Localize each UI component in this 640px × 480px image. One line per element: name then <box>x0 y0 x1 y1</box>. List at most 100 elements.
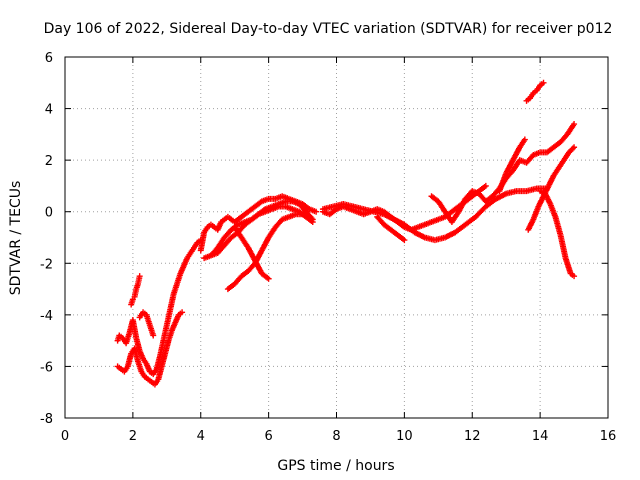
data-point-marker <box>402 222 417 235</box>
data-point-marker <box>133 282 141 291</box>
data-point-marker <box>250 212 261 222</box>
scatter-series <box>197 193 320 254</box>
data-point-marker <box>456 197 468 214</box>
data-point-marker <box>185 251 193 260</box>
data-point-marker <box>164 308 173 327</box>
data-point-marker <box>232 274 244 286</box>
data-point-marker <box>308 206 318 215</box>
scatter-series <box>114 309 186 388</box>
data-point-marker <box>494 191 508 202</box>
x-axis-ticks: 0 2 4 6 8 10 12 14 16 <box>61 57 616 444</box>
data-point-marker <box>246 204 257 214</box>
data-point-marker <box>188 246 196 255</box>
data-point-marker <box>538 188 547 196</box>
data-point-marker <box>561 150 571 162</box>
data-point-marker <box>382 222 393 232</box>
data-point-marker <box>167 292 177 311</box>
data-point-marker <box>482 182 489 189</box>
data-point-marker <box>503 158 516 175</box>
data-point-marker <box>284 198 294 205</box>
data-point-marker <box>192 241 200 250</box>
data-point-marker <box>280 193 291 202</box>
data-point-marker <box>294 211 304 218</box>
data-point-marker <box>348 206 359 215</box>
x-tick-label: 12 <box>464 429 481 444</box>
data-point-marker <box>423 219 433 227</box>
data-point-marker <box>277 199 287 207</box>
data-point-marker <box>436 199 448 214</box>
data-point-marker <box>328 207 339 217</box>
data-point-marker <box>236 219 247 227</box>
data-point-marker <box>484 194 495 204</box>
data-point-marker <box>135 275 143 285</box>
data-point-marker <box>209 246 220 258</box>
data-point-marker <box>239 269 250 279</box>
data-point-marker <box>130 318 139 340</box>
data-point-marker <box>528 91 536 100</box>
data-point-marker <box>215 243 227 255</box>
scatter-series <box>136 309 157 339</box>
x-tick-label: 16 <box>600 429 617 444</box>
data-point-marker <box>389 227 400 237</box>
data-point-marker <box>202 253 213 261</box>
data-point-marker <box>246 261 257 273</box>
data-point-marker <box>532 150 542 158</box>
data-point-marker <box>484 196 498 209</box>
y-tick-label: -8 <box>40 412 53 427</box>
data-point-marker <box>202 225 210 234</box>
data-point-marker <box>198 230 207 252</box>
data-point-marker <box>128 298 136 306</box>
data-point-marker <box>226 281 237 292</box>
x-tick-label: 6 <box>264 429 272 444</box>
scatter-series <box>231 224 272 282</box>
data-point-marker <box>401 237 408 244</box>
data-point-marker <box>355 209 365 217</box>
data-point-marker <box>518 157 528 166</box>
data-point-marker <box>450 204 461 214</box>
data-point-marker <box>558 132 570 144</box>
data-point-marker <box>321 209 332 217</box>
data-point-marker <box>137 310 145 319</box>
data-point-marker <box>313 208 320 215</box>
data-point-marker <box>510 145 523 162</box>
data-point-marker <box>141 357 149 366</box>
data-point-marker <box>375 215 386 227</box>
data-point-marker <box>395 232 407 243</box>
data-point-marker <box>567 145 576 155</box>
data-point-marker <box>246 246 258 263</box>
data-point-marker <box>429 194 440 204</box>
data-point-marker <box>565 122 577 136</box>
chart-title: Day 106 of 2022, Sidereal Day-to-day VTE… <box>44 21 613 37</box>
data-point-marker <box>362 209 372 217</box>
scatter-series <box>537 188 578 280</box>
data-point-marker <box>280 214 291 222</box>
data-point-marker <box>521 136 528 143</box>
data-point-marker <box>557 233 569 260</box>
data-point-marker <box>449 210 461 224</box>
data-point-marker <box>392 217 406 227</box>
data-point-marker <box>266 225 278 240</box>
data-point-marker <box>259 235 271 252</box>
x-axis-label: GPS time / hours <box>277 458 394 474</box>
x-tick-label: 0 <box>61 429 69 444</box>
data-point-marker <box>556 158 566 170</box>
data-point-marker <box>120 336 128 345</box>
data-point-marker <box>263 206 274 215</box>
scatter-series <box>374 213 408 244</box>
data-point-marker <box>571 121 578 128</box>
data-point-marker <box>291 199 301 207</box>
y-tick-label: -2 <box>40 257 53 272</box>
data-point-marker <box>534 84 542 92</box>
data-point-marker <box>243 217 253 225</box>
data-point-marker <box>222 235 234 247</box>
data-point-marker <box>273 217 285 229</box>
data-point-marker <box>115 334 122 342</box>
data-point-marker <box>122 365 130 373</box>
data-point-marker <box>150 332 157 339</box>
y-tick-label: -6 <box>40 360 53 375</box>
data-point-marker <box>470 188 481 197</box>
data-point-marker <box>430 217 440 225</box>
scatter-series <box>224 211 313 293</box>
data-point-marker <box>473 204 488 219</box>
